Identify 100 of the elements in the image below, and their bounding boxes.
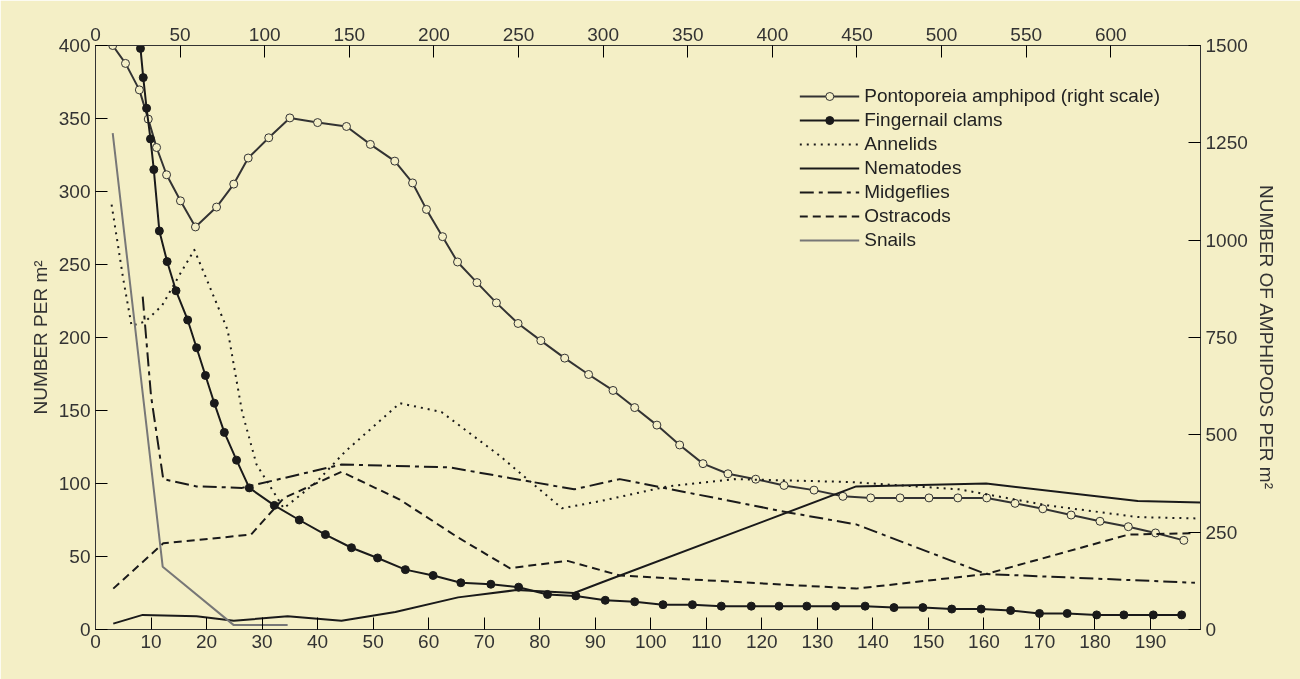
- point: [244, 483, 254, 493]
- point: [269, 500, 279, 510]
- x2-tick-label: 200: [418, 23, 450, 45]
- point: [924, 493, 934, 503]
- x2-tick-label: 450: [841, 23, 873, 45]
- point: [120, 58, 130, 68]
- point: [953, 493, 963, 503]
- x-tick-label: 180: [1079, 630, 1111, 652]
- x-tick-label: 50: [362, 630, 384, 652]
- point: [142, 103, 152, 113]
- legend-label: Ostracods: [864, 205, 951, 227]
- point: [428, 570, 438, 580]
- point: [212, 202, 222, 212]
- point: [831, 601, 841, 611]
- y2-tick-label: 1500: [1205, 35, 1248, 56]
- point: [373, 553, 383, 563]
- point: [866, 493, 876, 503]
- legend-label: Pontoporeia amphipod (right scale): [864, 85, 1160, 107]
- y-tick-label: 400: [58, 35, 91, 56]
- point: [1062, 608, 1072, 618]
- y-tick-label: 50: [69, 546, 91, 567]
- point: [154, 226, 164, 236]
- x2-tick-label: 600: [1094, 23, 1127, 45]
- point: [341, 121, 351, 131]
- point: [746, 601, 756, 611]
- x-tick-label: 100: [634, 630, 667, 652]
- point: [584, 369, 594, 379]
- point: [1123, 522, 1133, 532]
- point: [652, 420, 662, 430]
- point: [600, 595, 610, 605]
- x-tick-label: 140: [857, 630, 889, 652]
- point: [513, 318, 523, 328]
- point: [982, 493, 992, 503]
- y-tick-label: 100: [58, 473, 91, 494]
- point: [895, 493, 905, 503]
- x2-tick-label: 350: [671, 23, 704, 45]
- point: [390, 156, 400, 166]
- point: [135, 45, 145, 53]
- point: [1179, 535, 1189, 545]
- point: [438, 232, 448, 242]
- point: [175, 196, 185, 206]
- point: [171, 286, 181, 296]
- point: [802, 601, 812, 611]
- point: [491, 298, 501, 308]
- point: [630, 597, 640, 607]
- x2-tick-label: 300: [587, 23, 620, 45]
- x2-tick-label: 500: [925, 23, 958, 45]
- x-tick-label: 60: [418, 630, 440, 652]
- point: [838, 491, 848, 501]
- point: [229, 179, 239, 189]
- x-tick-label: 160: [968, 630, 1000, 652]
- point: [134, 85, 144, 95]
- point: [1010, 498, 1020, 508]
- point: [560, 353, 570, 363]
- x2-tick-label: 400: [756, 23, 789, 45]
- point: [232, 455, 242, 465]
- y-axis-title: NUMBER PER m²: [29, 260, 51, 415]
- point: [183, 315, 193, 325]
- point: [889, 603, 899, 613]
- point: [675, 440, 685, 450]
- y-tick-label: 250: [58, 254, 91, 275]
- point: [421, 204, 431, 214]
- point: [145, 134, 155, 144]
- point: [486, 579, 496, 589]
- x-tick-label: 90: [584, 630, 606, 652]
- point: [365, 139, 375, 149]
- y-tick-label: 150: [58, 400, 91, 421]
- legend-label: Midgeflies: [864, 181, 950, 203]
- point: [1095, 516, 1105, 526]
- x-tick-label: 10: [140, 630, 162, 652]
- point: [346, 543, 356, 553]
- point: [190, 222, 200, 232]
- y2-tick-label: 1000: [1205, 229, 1248, 251]
- point: [976, 604, 986, 614]
- y2-tick-label: 500: [1205, 424, 1238, 446]
- point: [536, 336, 546, 346]
- x-tick-label: 40: [307, 630, 329, 652]
- point: [1119, 610, 1129, 620]
- point: [716, 601, 726, 611]
- point: [313, 118, 323, 128]
- legend-label: Nematodes: [864, 157, 962, 179]
- point: [630, 403, 640, 413]
- point: [1066, 510, 1076, 520]
- point: [243, 153, 253, 163]
- point: [1006, 606, 1016, 616]
- legend-label: Annelids: [864, 133, 938, 155]
- point: [918, 603, 928, 613]
- y-tick-label: 350: [58, 108, 91, 129]
- y-tick-label: 200: [58, 327, 91, 348]
- x-tick-label: 110: [691, 630, 722, 652]
- point: [294, 515, 304, 525]
- point: [408, 178, 418, 188]
- point: [149, 165, 159, 175]
- point: [152, 143, 162, 152]
- point: [1092, 610, 1102, 620]
- y2-tick-label: 750: [1205, 327, 1238, 348]
- y2-axis-title: NUMBER OF AMPHIPODS PER m²: [1255, 184, 1277, 489]
- point: [400, 565, 410, 575]
- point: [200, 370, 210, 380]
- point: [1038, 504, 1048, 514]
